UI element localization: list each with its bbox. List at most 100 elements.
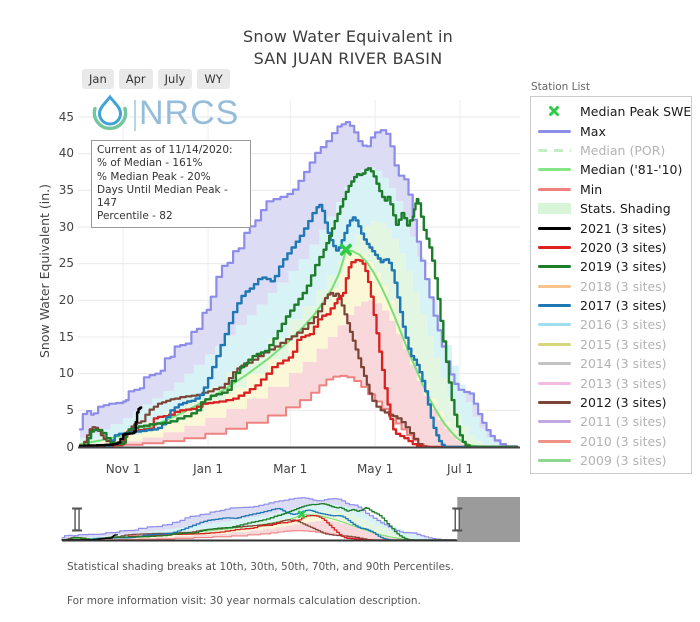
chart-title-line1: Snow Water Equivalent in [243,27,453,46]
legend-line-swatch [538,203,571,215]
legend-line-swatch [538,245,571,249]
legend-line-swatch [538,226,571,230]
brush-handle-left[interactable] [72,507,83,532]
legend-line-swatch [538,284,571,288]
legend-item-2019-3-sites[interactable]: 2019 (3 sites) [538,257,691,276]
y-tick-label: 0 [66,439,74,454]
tab-apr[interactable]: Apr [118,69,153,89]
nrcs-logo-text: NRCS [139,94,240,132]
tab-july[interactable]: July [157,69,193,89]
tab-wy[interactable]: WY [197,69,230,89]
legend-item-median-peak-swe[interactable]: Median Peak SWE [538,102,691,121]
legend-line-swatch [538,439,571,443]
legend-panel: Median Peak SWE Max Median (POR) Median ('8… [530,96,692,474]
legend-items: Median Peak SWE Max Median (POR) Median ('8… [538,102,691,470]
legend-item-2015-3-sites[interactable]: 2015 (3 sites) [538,335,691,354]
legend-line-swatch [538,187,571,191]
legend-item-label: 2017 (3 sites) [580,298,667,314]
legend-item-2014-3-sites[interactable]: 2014 (3 sites) [538,354,691,373]
nrcs-drop-icon [92,94,136,131]
legend-item-label: 2012 (3 sites) [580,395,667,411]
legend-item-label: 2009 (3 sites) [580,453,667,469]
legend-item-max[interactable]: Max [538,121,691,140]
time-range-tabs: Jan Apr July WY [82,69,230,89]
legend-marker-swatch [549,106,559,117]
y-tick-label: 20 [58,292,74,307]
legend-item-median-81-10[interactable]: Median ('81-'10) [538,160,691,179]
nrcs-logo [88,94,140,142]
footnote-shading: Statistical shading breaks at 10th, 30th… [67,561,454,573]
legend-item-2009-3-sites[interactable]: 2009 (3 sites) [538,451,691,470]
legend-item-2017-3-sites[interactable]: 2017 (3 sites) [538,296,691,315]
pct-of-median-line: % of Median - 161% [97,157,203,170]
x-tick-label: May 1 [356,462,394,476]
series-line-2021 [78,406,143,448]
legend-line-swatch [538,129,571,133]
shading-band-min-to-p30 [80,300,518,447]
median-peak-swe-marker [297,510,306,519]
legend-item-2018-3-sites[interactable]: 2018 (3 sites) [538,277,691,296]
legend-item-2012-3-sites[interactable]: 2012 (3 sites) [538,393,691,412]
y-tick-label: 25 [58,256,74,271]
shading-band-p70-to-p90 [80,167,518,447]
legend-line-swatch [538,148,571,152]
days-until-peak-line: Days Until Median Peak - 147 [97,183,228,210]
legend-item-label: 2018 (3 sites) [580,278,667,294]
legend-item-2016-3-sites[interactable]: 2016 (3 sites) [538,315,691,334]
legend-item-label: 2011 (3 sites) [580,414,667,430]
footnote-more-info-prefix: For more information visit: [67,595,210,607]
legend-item-2020-3-sites[interactable]: 2020 (3 sites) [538,238,691,257]
shading-band-min-to-p30 [62,520,456,540]
legend-item-min[interactable]: Min [538,180,691,199]
legend-title: Station List [531,81,591,93]
legend-line-swatch [538,304,571,308]
tab-jan[interactable]: Jan [82,69,114,89]
legend-item-label: 2021 (3 sites) [580,220,667,236]
x-tick-label: Jul 1 [447,462,473,476]
legend-item-2013-3-sites[interactable]: 2013 (3 sites) [538,373,691,392]
overview-chart [61,497,457,541]
legend-item-2010-3-sites[interactable]: 2010 (3 sites) [538,432,691,451]
legend-item-label: 2014 (3 sites) [580,356,667,372]
legend-item-2011-3-sites[interactable]: 2011 (3 sites) [538,412,691,431]
legend-line-swatch [538,265,571,269]
legend-item-label: 2020 (3 sites) [580,239,667,255]
pct-median-peak-line: % Median Peak - 20% [97,170,211,183]
legend-item-label: 2010 (3 sites) [580,433,667,449]
y-tick-label: 5 [66,402,74,417]
series-line-2019 [78,167,519,449]
brush-handle-right[interactable] [452,507,463,532]
legend-line-swatch [538,342,571,346]
legend-line-swatch [538,362,571,366]
normals-description-link[interactable]: 30 year normals calculation description. [209,595,421,607]
brush-unselected-overlay[interactable] [457,497,520,542]
legend-item-2021-3-sites[interactable]: 2021 (3 sites) [538,218,691,237]
y-tick-label: 45 [58,109,74,124]
y-tick-label: 40 [58,146,74,161]
legend-item-stats-shading[interactable]: Stats. Shading [538,199,691,218]
legend-item-label: 2019 (3 sites) [580,259,667,275]
legend-item-label: Min [580,181,603,197]
shading-band-p30-to-p50 [80,249,518,447]
shading-band-p50-to-p70 [80,221,518,447]
series-line-2017 [83,507,457,541]
legend-item-label: Median (POR) [580,142,666,158]
series-line-2019 [61,503,457,541]
y-tick-label: 30 [58,219,74,234]
current-stats-box: Current as of 11/14/2020: % of Median - … [91,140,251,228]
series-line-min [79,374,519,448]
percentile-line: Percentile - 82 [97,210,173,223]
main-chart [78,121,519,449]
median-peak-swe-marker [339,243,352,256]
page-title: Snow Water Equivalent in SAN JUAN RIVER … [148,26,548,70]
legend-line-swatch [538,459,571,463]
legend-line-swatch [538,168,571,172]
y-tick-label: 15 [58,329,74,344]
legend-item-median-por[interactable]: Median (POR) [538,141,691,160]
y-tick-label: 35 [58,182,74,197]
chart-title-line2: SAN JUAN RIVER BASIN [253,49,443,68]
legend-item-label: Median Peak SWE [580,104,692,120]
legend-item-label: 2013 (3 sites) [580,375,667,391]
shading-band-p30-to-p50 [62,514,456,540]
y-tick-label: 10 [58,366,74,381]
